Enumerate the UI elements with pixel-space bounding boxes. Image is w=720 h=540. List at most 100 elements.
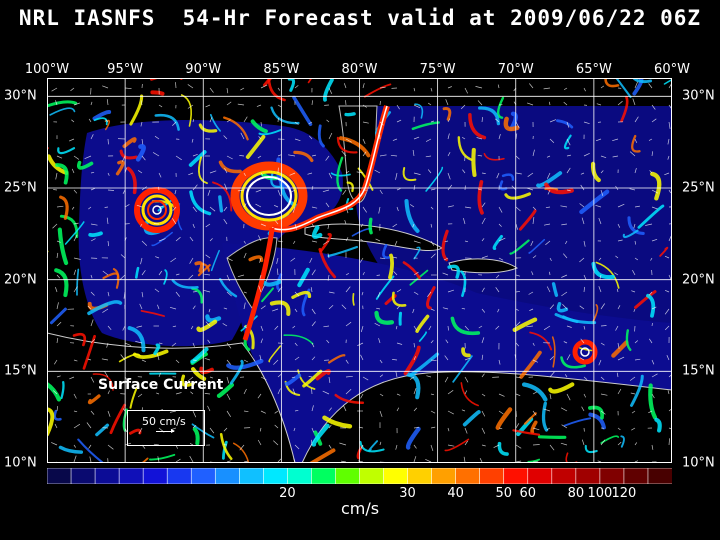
vector-arrow — [101, 358, 109, 361]
vector-arrow — [293, 427, 296, 432]
vector-arrow — [192, 184, 198, 191]
current-streak — [551, 336, 556, 368]
vector-arrow — [203, 289, 211, 293]
vector-arrow — [192, 410, 197, 418]
current-streak — [497, 441, 509, 456]
colorbar-swatch — [70, 468, 96, 484]
vector-arrow — [430, 87, 433, 92]
vector-arrow — [308, 376, 313, 378]
vector-arrow — [328, 376, 331, 383]
vector-arrow — [207, 189, 211, 196]
vector-arrow — [293, 240, 296, 244]
vector-arrow — [107, 444, 114, 450]
vector-arrow — [481, 238, 485, 242]
vector-arrow — [479, 458, 483, 463]
vector-arrow — [498, 257, 504, 261]
vector-arrow — [294, 308, 298, 313]
cuba-land — [304, 223, 443, 251]
vector-arrow — [240, 132, 245, 140]
vector-arrow — [598, 257, 602, 261]
vector-arrow — [141, 359, 147, 363]
current-streak — [529, 331, 553, 351]
vector-arrow — [107, 240, 110, 247]
vector-arrow — [630, 392, 636, 395]
vector-arrow — [667, 155, 670, 160]
vector-arrow — [617, 223, 621, 228]
vector-arrow — [596, 103, 602, 106]
vector-arrow — [462, 169, 466, 174]
colorbar-tick-label: 20 — [279, 486, 296, 501]
current-streak — [527, 458, 541, 463]
vector-arrow — [357, 460, 364, 463]
vector-arrow — [362, 138, 366, 144]
vector-arrow — [543, 325, 551, 331]
current-streak — [140, 310, 165, 317]
vector-arrow — [357, 342, 364, 347]
vector-arrow — [549, 371, 555, 378]
vector-arrow — [430, 359, 437, 362]
vector-arrow — [396, 104, 400, 110]
current-streak — [413, 246, 421, 260]
vector-arrow — [237, 274, 245, 278]
vector-arrow — [413, 136, 420, 140]
current-streak — [47, 381, 62, 402]
vector-arrow — [73, 155, 80, 160]
vector-arrow — [175, 236, 181, 242]
vector-arrow — [583, 393, 587, 398]
vector-arrow — [237, 103, 245, 106]
colorbar-swatch — [263, 468, 289, 484]
vector-arrow — [396, 289, 402, 293]
colorbar-tick-label: 120 — [611, 486, 637, 501]
vector-arrow — [566, 121, 570, 128]
current-streak — [648, 383, 658, 420]
south-america-land — [301, 371, 672, 463]
vector-arrow — [543, 87, 551, 90]
current-streak — [604, 78, 620, 88]
vector-arrow — [73, 189, 78, 194]
vector-arrow — [629, 151, 636, 157]
vector-arrow — [651, 104, 656, 110]
hispaniola-land — [448, 258, 519, 274]
vector-arrow — [190, 391, 194, 395]
lon-label: 60°W — [654, 62, 690, 77]
vector-arrow — [616, 288, 619, 293]
vector-arrow — [600, 410, 606, 415]
current-streak — [492, 234, 503, 250]
vector-arrow — [396, 342, 403, 345]
vector-arrow — [564, 374, 568, 378]
vector-arrow — [430, 253, 436, 259]
current-streak — [654, 417, 662, 433]
current-streak — [477, 180, 484, 215]
vector-arrow — [258, 285, 262, 293]
vector-arrow — [325, 202, 330, 208]
vector-arrow — [445, 339, 449, 344]
vector-arrow — [276, 268, 279, 276]
vector-arrow — [580, 172, 585, 175]
vector-arrow — [543, 223, 551, 226]
vector-arrow — [239, 444, 245, 451]
vector-arrow — [259, 274, 262, 280]
current-streak — [216, 382, 235, 398]
vector-arrow — [169, 306, 177, 310]
colorbar-swatch — [311, 468, 337, 484]
current-streak — [426, 286, 436, 310]
vector-arrow — [53, 189, 58, 191]
vector-arrow — [311, 356, 316, 361]
vector-arrow — [430, 444, 434, 452]
lat-lon-grid — [47, 78, 672, 463]
surface-current-label: Surface Current — [98, 377, 224, 393]
vector-arrow — [498, 427, 503, 430]
vector-arrow — [226, 291, 232, 297]
vector-arrow — [122, 189, 126, 194]
vector-arrow — [192, 118, 195, 123]
vector-arrow — [379, 393, 384, 397]
colorbar-swatch — [455, 468, 481, 484]
current-streak — [551, 282, 559, 297]
vector-arrow — [444, 376, 449, 383]
current-streak — [503, 116, 520, 132]
lat-label-left: 25°N — [4, 180, 37, 196]
current-streak — [77, 438, 104, 463]
vector-arrow — [425, 138, 432, 142]
current-streak — [368, 440, 379, 452]
current-streak — [611, 340, 629, 358]
